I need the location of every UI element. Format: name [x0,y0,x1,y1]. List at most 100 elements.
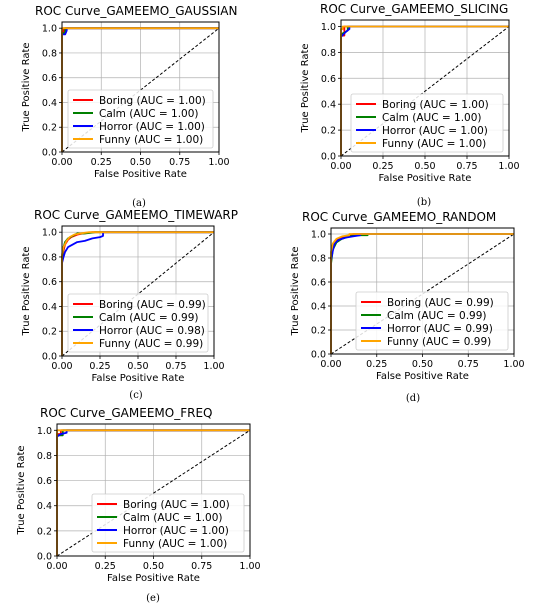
y-tick-label: 1.0 [311,230,326,241]
x-tick-label: 0.75 [191,561,212,572]
legend-label: Horror (AUC = 1.00) [382,125,488,137]
y-tick-label: 0.8 [42,252,57,263]
x-tick-label: 1.00 [239,561,260,572]
y-tick-label: 0.4 [37,501,52,512]
roc-panel-2: 0.00 0.25 0.50 0.75 1.00 0.0 0.2 0.4 0.6 0.8 1.0 RO… [21,208,238,401]
legend-label: Boring (AUC = 0.99) [99,299,206,311]
legend-label: Calm (AUC = 1.00) [382,112,482,124]
legend-box [91,493,245,553]
roc-panel-4: 0.00 0.25 0.50 0.75 1.00 0.0 0.2 0.4 0.6 0.8 1.0 RO… [16,406,261,604]
roc-curve-horror [61,231,214,356]
y-axis-label: True Positive Rate [290,246,301,336]
x-tick-label: 0.75 [458,359,479,370]
y-tick-label: 0.2 [321,126,336,137]
x-axis-label: False Positive Rate [92,373,185,384]
y-tick-label: 0.8 [321,48,336,59]
chart-title: ROC Curve_GAMEEMO_TIMEWARP [34,208,238,222]
y-tick-label: 0.0 [37,552,52,563]
y-tick-label: 0.8 [42,48,57,59]
roc-curve-funny [61,231,214,356]
chart-title: ROC Curve_GAMEEMO_GAUSSIAN [35,4,237,18]
legend-label: Boring (AUC = 1.00) [99,95,206,107]
y-tick-label: 0.6 [42,277,57,288]
x-tick-label: 0.75 [456,161,477,172]
legend-label: Funny (AUC = 0.99) [387,336,491,348]
legend-label: Funny (AUC = 1.00) [99,134,203,146]
y-tick-label: 0.8 [37,451,52,462]
y-tick-label: 0.0 [42,352,57,363]
x-tick-label: 0.25 [91,157,112,168]
y-tick-label: 0.4 [42,98,57,109]
y-axis-label: True Positive Rate [16,445,27,535]
legend-label: Funny (AUC = 1.00) [382,138,486,150]
legend-label: Calm (AUC = 0.99) [99,312,199,324]
y-tick-label: 1.0 [321,22,336,33]
chance-diagonal-line [56,429,251,557]
x-tick-label: 1.00 [203,361,224,372]
x-axis-label: False Positive Rate [379,173,472,184]
y-axis-label: True Positive Rate [300,43,311,133]
x-tick-label: 0.50 [127,361,148,372]
y-tick-label: 0.4 [321,100,336,111]
y-tick-label: 0.0 [321,152,336,163]
legend-label: Horror (AUC = 1.00) [123,525,229,537]
y-tick-label: 1.0 [42,24,57,35]
roc-panel-1: 0.00 0.25 0.50 0.75 1.00 0.0 0.2 0.4 0.6 0.8 1.0 RO… [300,2,520,208]
y-tick-label: 0.6 [42,73,57,84]
legend-label: Calm (AUC = 0.99) [387,310,487,322]
chart-title: ROC Curve_GAMEEMO_RANDOM [302,210,496,224]
x-tick-label: 0.50 [130,157,151,168]
y-tick-label: 0.2 [42,123,57,134]
y-tick-label: 0.6 [311,278,326,289]
chart-title: ROC Curve_GAMEEMO_FREQ [40,406,212,420]
legend-box [355,291,509,351]
legend-label: Boring (AUC = 1.00) [382,99,489,111]
x-tick-label: 0.50 [414,161,435,172]
legend-box [67,89,214,149]
x-tick-label: 1.00 [498,161,519,172]
y-tick-label: 0.2 [311,326,326,337]
x-tick-label: 0.25 [366,359,387,370]
legend-label: Calm (AUC = 1.00) [99,108,199,120]
chart-title: ROC Curve_GAMEEMO_SLICING [320,2,508,16]
figure-caption: (e) [146,593,160,604]
x-tick-label: 0.00 [51,361,72,372]
y-axis-label: True Positive Rate [21,246,32,336]
legend-label: Funny (AUC = 0.99) [99,338,203,350]
x-tick-label: 0.75 [169,157,190,168]
chance-diagonal-line [61,27,220,153]
x-tick-label: 0.75 [165,361,186,372]
legend-label: Funny (AUC = 1.00) [123,538,227,550]
x-axis-label: False Positive Rate [107,573,200,584]
legend-label: Horror (AUC = 0.98) [99,325,205,337]
x-tick-label: 0.25 [95,561,116,572]
x-axis-label: False Positive Rate [94,169,187,180]
y-tick-label: 0.4 [311,302,326,313]
figure-caption: (c) [129,390,143,401]
figure-caption: (a) [132,198,146,209]
x-tick-label: 0.00 [51,157,72,168]
roc-panel-3: 0.00 0.25 0.50 0.75 1.00 0.0 0.2 0.4 0.6 0.8 1.0 RO… [290,210,525,404]
y-tick-label: 0.0 [42,148,57,159]
y-tick-label: 1.0 [37,426,52,437]
x-tick-label: 1.00 [503,359,524,370]
y-tick-label: 1.0 [42,228,57,239]
y-tick-label: 0.6 [37,476,52,487]
y-tick-label: 0.2 [42,327,57,338]
legend-box [350,93,504,153]
roc-panel-0: 0.00 0.25 0.50 0.75 1.00 0.0 0.2 0.4 0.6 0.8 1.0 RO… [21,4,237,209]
legend-label: Boring (AUC = 1.00) [123,499,230,511]
legend-box [67,293,209,353]
y-tick-label: 0.6 [321,74,336,85]
legend-label: Boring (AUC = 0.99) [387,297,494,309]
y-axis-label: True Positive Rate [21,42,32,132]
figure-caption: (d) [406,393,420,404]
y-tick-label: 0.8 [311,254,326,265]
x-tick-label: 0.50 [143,561,164,572]
y-tick-label: 0.4 [42,302,57,313]
x-tick-label: 0.00 [320,359,341,370]
x-tick-label: 1.00 [208,157,229,168]
y-tick-label: 0.2 [37,526,52,537]
figure-caption: (b) [417,197,431,208]
